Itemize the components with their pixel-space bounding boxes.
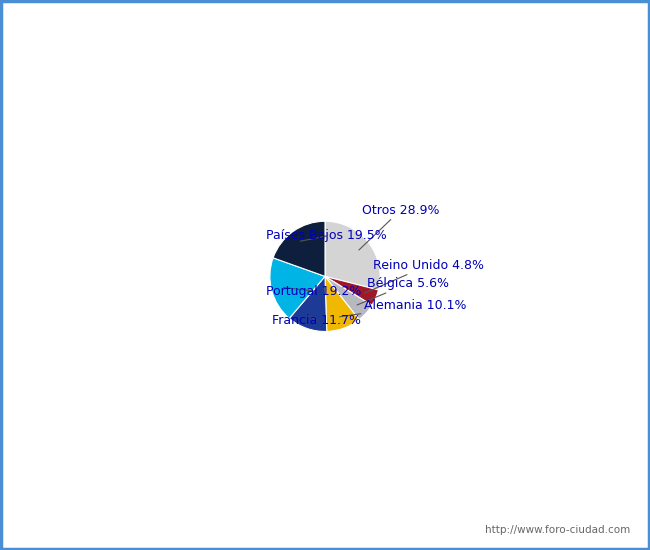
Text: Malpartida de Plasencia - Turistas extranjeros según país - Abril de 2024: Malpartida de Plasencia - Turistas extra… [74, 16, 576, 31]
Wedge shape [289, 276, 327, 332]
Wedge shape [325, 276, 378, 305]
Wedge shape [325, 221, 380, 290]
Text: http://www.foro-ciudad.com: http://www.foro-ciudad.com [486, 525, 630, 535]
Wedge shape [270, 258, 325, 318]
Text: Francia 11.7%: Francia 11.7% [272, 314, 361, 327]
Text: Otros 28.9%: Otros 28.9% [359, 204, 439, 250]
Wedge shape [325, 276, 372, 320]
Wedge shape [273, 221, 325, 276]
Text: Alemania 10.1%: Alemania 10.1% [340, 299, 466, 317]
Text: Portugal 19.2%: Portugal 19.2% [266, 284, 361, 298]
Text: Bélgica 5.6%: Bélgica 5.6% [357, 277, 449, 305]
Text: Reino Unido 4.8%: Reino Unido 4.8% [365, 259, 484, 293]
Text: Países Bajos 19.5%: Países Bajos 19.5% [266, 229, 387, 243]
Wedge shape [325, 276, 359, 332]
